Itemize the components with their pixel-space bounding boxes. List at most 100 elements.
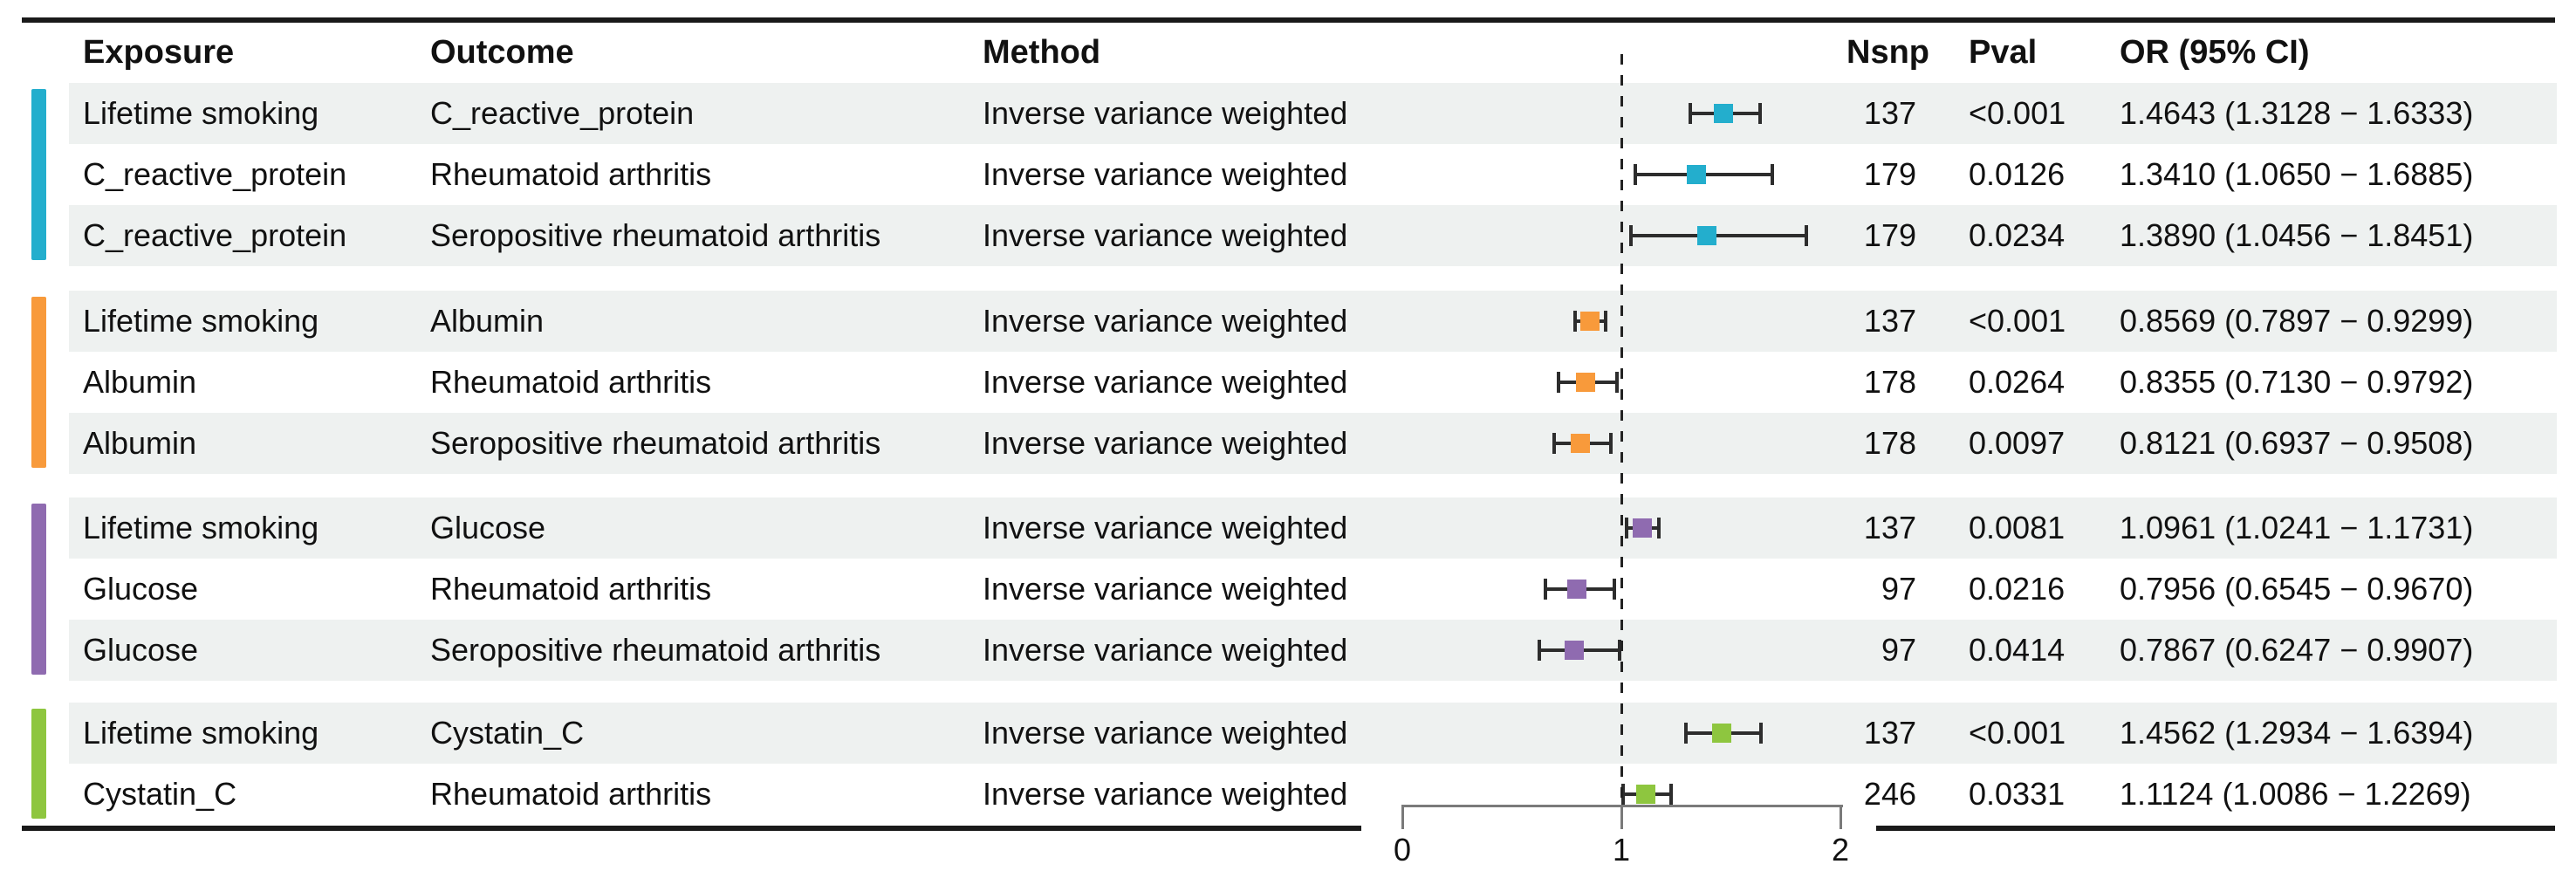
- cell-pval: <0.001: [1969, 303, 2066, 339]
- cell-method: Inverse variance weighted: [983, 632, 1348, 668]
- cell-outcome: Seropositive rheumatoid arthritis: [430, 632, 881, 668]
- cell-nsnp: 137: [1863, 95, 1916, 131]
- x-axis-tick-label-2: 2: [1831, 832, 1850, 868]
- column-header-exposure: Exposure: [83, 34, 235, 71]
- column-header-pval: Pval: [1969, 34, 2038, 71]
- cell-or-ci: 0.7867 (0.6247 − 0.9907): [2120, 632, 2474, 668]
- ci-cap-left: [1544, 579, 1548, 600]
- or-point-marker: [1566, 580, 1586, 599]
- cell-or-ci: 0.8121 (0.6937 − 0.9508): [2120, 425, 2474, 461]
- cell-method: Inverse variance weighted: [983, 510, 1348, 545]
- ci-cap-right: [1805, 225, 1809, 246]
- ci-cap-left: [1537, 640, 1541, 661]
- cell-nsnp: 137: [1863, 303, 1916, 339]
- cell-outcome: Rheumatoid arthritis: [430, 156, 712, 192]
- cell-nsnp: 178: [1863, 425, 1916, 461]
- ci-cap-right: [1759, 723, 1764, 744]
- top-rule: [22, 17, 2555, 23]
- cell-exposure: Albumin: [83, 364, 197, 400]
- cell-or-ci: 1.4643 (1.3128 − 1.6333): [2120, 95, 2474, 131]
- column-header-nsnp: Nsnp: [1846, 34, 1929, 71]
- ci-cap-right: [1604, 311, 1608, 332]
- ci-cap-left: [1573, 311, 1578, 332]
- row-stripe: [69, 83, 2557, 144]
- cell-outcome: Rheumatoid arthritis: [430, 571, 712, 607]
- cell-pval: <0.001: [1969, 95, 2066, 131]
- or-point-marker: [1686, 165, 1706, 184]
- cell-method: Inverse variance weighted: [983, 156, 1348, 192]
- cell-outcome: Glucose: [430, 510, 546, 545]
- cell-or-ci: 1.3410 (1.0650 − 1.6885): [2120, 156, 2474, 192]
- cell-pval: 0.0414: [1969, 632, 2066, 668]
- cell-outcome: Seropositive rheumatoid arthritis: [430, 425, 881, 461]
- cell-method: Inverse variance weighted: [983, 217, 1348, 253]
- cell-method: Inverse variance weighted: [983, 715, 1348, 751]
- cell-exposure: Cystatin_C: [83, 776, 237, 812]
- cell-nsnp: 179: [1863, 156, 1916, 192]
- or-point-marker: [1580, 312, 1600, 331]
- cell-nsnp: 246: [1863, 776, 1916, 812]
- cell-or-ci: 0.7956 (0.6545 − 0.9670): [2120, 571, 2474, 607]
- cell-or-ci: 0.8355 (0.7130 − 0.9792): [2120, 364, 2474, 400]
- x-axis-tick-1: [1620, 805, 1623, 829]
- or-point-marker: [1575, 373, 1595, 392]
- cell-exposure: C_reactive_protein: [83, 156, 347, 192]
- ci-cap-right: [1657, 518, 1661, 538]
- row-stripe: [69, 620, 2557, 681]
- or-point-marker: [1565, 641, 1585, 660]
- ci-cap-right: [1757, 103, 1762, 124]
- ci-cap-left: [1634, 164, 1638, 185]
- cell-pval: 0.0097: [1969, 425, 2066, 461]
- row-stripe: [69, 497, 2557, 559]
- x-axis-tick-0: [1401, 805, 1404, 829]
- ci-cap-left: [1621, 784, 1626, 805]
- cell-outcome: Seropositive rheumatoid arthritis: [430, 217, 881, 253]
- ci-cap-left: [1683, 723, 1688, 744]
- reference-line-or-1: [1620, 54, 1623, 801]
- cell-pval: 0.0331: [1969, 776, 2066, 812]
- ci-cap-right: [1770, 164, 1774, 185]
- or-point-marker: [1570, 434, 1590, 453]
- cell-pval: 0.0234: [1969, 217, 2066, 253]
- ci-cap-right: [1612, 579, 1616, 600]
- cell-pval: <0.001: [1969, 715, 2066, 751]
- cell-exposure: Lifetime smoking: [83, 510, 319, 545]
- ci-cap-left: [1688, 103, 1692, 124]
- x-axis-tick-label-0: 0: [1393, 832, 1412, 868]
- group-color-bar-glucose: [31, 504, 46, 675]
- or-point-marker: [1713, 104, 1733, 123]
- bottom-rule-left: [22, 826, 1361, 831]
- x-axis-tick-2: [1840, 805, 1842, 829]
- ci-cap-right: [1608, 433, 1613, 454]
- cell-nsnp: 97: [1881, 632, 1916, 668]
- row-stripe: [69, 291, 2557, 352]
- cell-pval: 0.0126: [1969, 156, 2066, 192]
- group-color-bar-cystatin_c: [31, 709, 46, 819]
- cell-method: Inverse variance weighted: [983, 571, 1348, 607]
- x-axis-tick-label-1: 1: [1612, 832, 1631, 868]
- ci-cap-left: [1552, 433, 1557, 454]
- or-point-marker: [1711, 724, 1731, 743]
- or-point-marker: [1636, 785, 1656, 804]
- cell-pval: 0.0081: [1969, 510, 2066, 545]
- cell-or-ci: 1.1124 (1.0086 − 1.2269): [2120, 776, 2471, 812]
- cell-or-ci: 1.0961 (1.0241 − 1.1731): [2120, 510, 2474, 545]
- column-header-outcome: Outcome: [430, 34, 574, 71]
- cell-exposure: Albumin: [83, 425, 197, 461]
- row-stripe: [69, 703, 2557, 764]
- ci-line: [1631, 234, 1807, 237]
- group-color-bar-c_reactive_protein: [31, 89, 46, 260]
- column-header-method: Method: [983, 34, 1101, 71]
- cell-outcome: Rheumatoid arthritis: [430, 776, 712, 812]
- row-stripe: [69, 413, 2557, 474]
- cell-method: Inverse variance weighted: [983, 303, 1348, 339]
- cell-exposure: Lifetime smoking: [83, 303, 319, 339]
- or-point-marker: [1633, 518, 1653, 538]
- cell-pval: 0.0216: [1969, 571, 2066, 607]
- cell-exposure: Lifetime smoking: [83, 95, 319, 131]
- cell-exposure: Glucose: [83, 632, 199, 668]
- ci-cap-left: [1629, 225, 1634, 246]
- ci-cap-right: [1668, 784, 1673, 805]
- cell-exposure: Glucose: [83, 571, 199, 607]
